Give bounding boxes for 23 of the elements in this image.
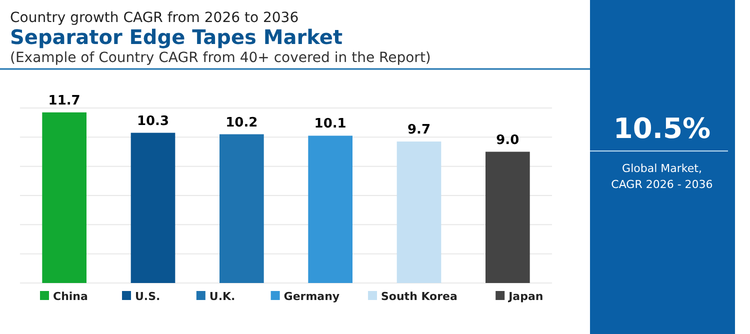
chart-title: Separator Edge Tapes Market [10, 25, 343, 49]
data-label: 9.7 [407, 122, 431, 138]
bar [308, 136, 352, 283]
bar [130, 132, 176, 283]
text: (Example of Country CAGR from 40+ covered in the Report) [10, 50, 431, 66]
x-tick-label: Japan [508, 290, 544, 303]
x-tick-label: Germany [284, 290, 340, 303]
text: Global Market, CAGR 2026 - 2036 [611, 162, 713, 191]
data-label: 10.1 [314, 116, 346, 132]
data-label: 10.3 [136, 114, 170, 129]
chart-subtitle: Country growth CAGR from 2026 to 2036 [10, 10, 299, 26]
bar [220, 134, 264, 283]
text: 10.5% [613, 112, 711, 145]
data-label: 11.7 [48, 93, 80, 108]
x-tick-label: South Korea [381, 290, 458, 303]
x-tick-label: China [53, 290, 88, 303]
x-tick-label: U.K. [209, 290, 236, 303]
bar [486, 152, 530, 283]
data-label: 9.0 [496, 132, 520, 148]
data-label: 10.2 [226, 115, 258, 130]
bar [42, 112, 86, 283]
x-tick-label: U.S. [135, 290, 160, 303]
bar [396, 142, 442, 283]
